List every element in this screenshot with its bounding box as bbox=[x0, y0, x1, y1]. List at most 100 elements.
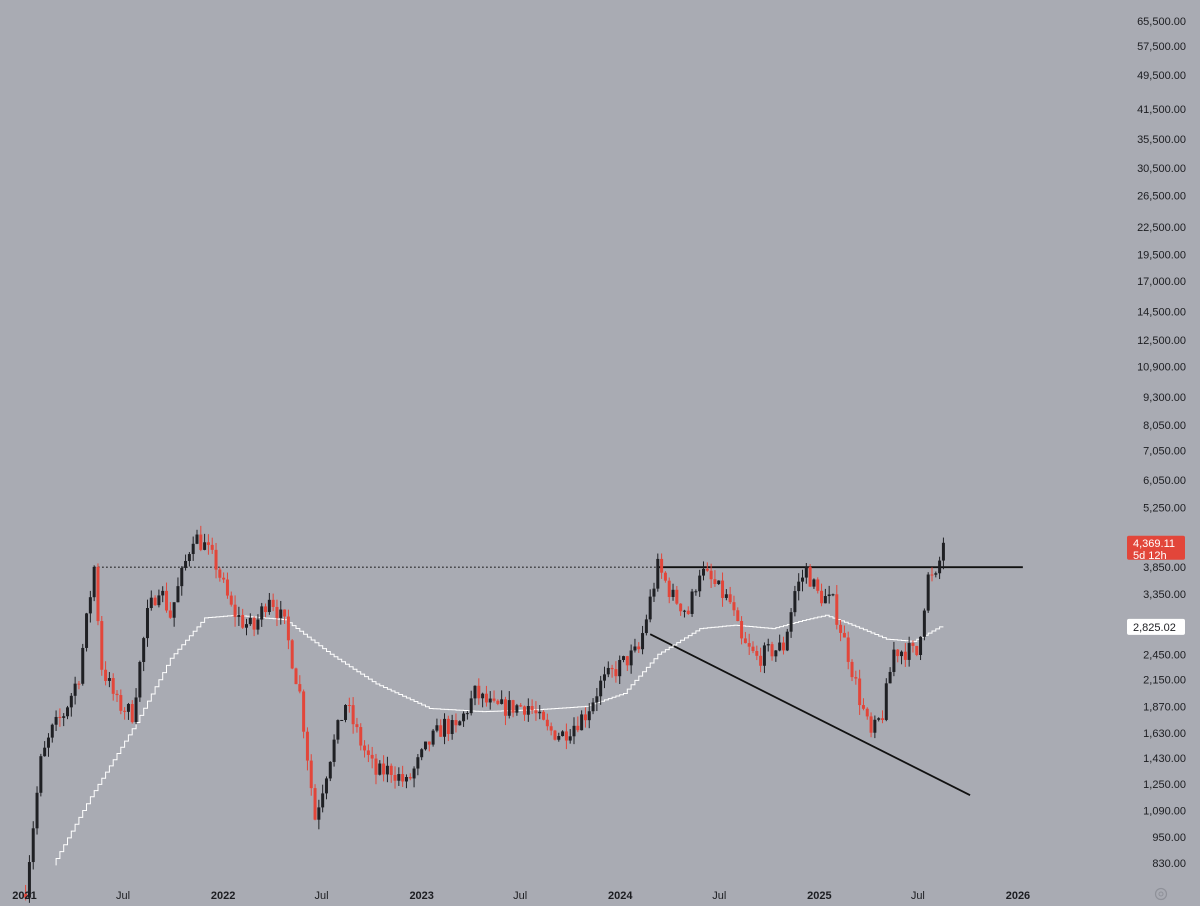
candles-layer bbox=[24, 525, 945, 903]
candle bbox=[27, 855, 31, 903]
candle bbox=[785, 628, 789, 652]
candle bbox=[564, 723, 568, 750]
candle bbox=[827, 585, 831, 604]
candle bbox=[77, 681, 81, 690]
candle bbox=[244, 618, 248, 636]
x-axis[interactable]: 2021 Jul 2022 Jul 2023 Jul 2024 Jul 2025 Jul 2026 bbox=[12, 890, 1030, 902]
y-tick-label: 8,050.00 bbox=[1143, 420, 1186, 432]
candle bbox=[793, 585, 797, 617]
candle bbox=[149, 590, 153, 611]
candle bbox=[138, 660, 142, 702]
candle bbox=[191, 536, 195, 561]
candle bbox=[408, 773, 412, 781]
candle bbox=[214, 542, 218, 579]
x-tick-label: 2025 bbox=[807, 890, 831, 902]
candle bbox=[172, 602, 176, 627]
candle bbox=[233, 595, 237, 627]
x-tick-label: Jul bbox=[712, 890, 726, 902]
candle bbox=[359, 723, 363, 751]
candle bbox=[515, 703, 519, 716]
candle bbox=[473, 685, 477, 706]
candle bbox=[663, 571, 667, 583]
candle bbox=[538, 705, 542, 720]
candle bbox=[73, 676, 77, 705]
candle bbox=[561, 730, 565, 737]
candle bbox=[431, 728, 435, 747]
candle bbox=[229, 591, 233, 607]
candle bbox=[583, 707, 587, 728]
candle bbox=[305, 727, 309, 771]
price-tag-value: 4,369.11 bbox=[1133, 538, 1175, 550]
candle bbox=[210, 537, 214, 554]
candle bbox=[88, 590, 92, 623]
candle bbox=[397, 767, 401, 786]
candle bbox=[69, 692, 73, 717]
y-tick-label: 2,150.00 bbox=[1143, 675, 1186, 687]
candle bbox=[279, 600, 283, 625]
y-tick-label: 6,050.00 bbox=[1143, 475, 1186, 487]
candle bbox=[625, 655, 629, 671]
candle bbox=[831, 593, 835, 597]
candle bbox=[762, 642, 766, 674]
y-axis[interactable]: 830.00 950.00 1,090.00 1,250.00 1,430.00 1,63… bbox=[1137, 16, 1186, 870]
candle bbox=[751, 641, 755, 654]
candle bbox=[610, 664, 614, 678]
ma-tag-value: 2,825.02 bbox=[1133, 622, 1176, 634]
candle bbox=[873, 715, 877, 739]
candle bbox=[206, 534, 210, 555]
candle bbox=[130, 700, 134, 724]
y-tick-label: 830.00 bbox=[1152, 858, 1186, 870]
candle bbox=[54, 710, 58, 732]
candle bbox=[557, 732, 561, 742]
y-tick-label: 1,630.00 bbox=[1143, 728, 1186, 740]
candle bbox=[313, 784, 317, 821]
y-tick-label: 19,500.00 bbox=[1137, 249, 1186, 261]
chart-settings-icon[interactable] bbox=[1154, 887, 1168, 901]
candle bbox=[462, 711, 466, 727]
candle bbox=[629, 644, 633, 674]
candle bbox=[465, 711, 469, 720]
candle bbox=[549, 722, 553, 736]
candle bbox=[736, 607, 740, 622]
candle bbox=[606, 661, 610, 678]
y-tick-label: 30,500.00 bbox=[1137, 163, 1186, 175]
candle bbox=[861, 698, 865, 711]
candle bbox=[820, 583, 824, 607]
candle bbox=[100, 616, 104, 676]
candle bbox=[62, 713, 66, 727]
candle bbox=[382, 755, 386, 782]
candle bbox=[302, 689, 306, 739]
candle bbox=[195, 529, 199, 545]
candle bbox=[694, 589, 698, 596]
candle bbox=[713, 570, 717, 587]
candle bbox=[915, 645, 919, 657]
candle bbox=[804, 563, 808, 584]
candle bbox=[96, 563, 100, 626]
y-tick-label: 1,430.00 bbox=[1143, 753, 1186, 765]
candle bbox=[846, 631, 850, 670]
candle bbox=[81, 643, 85, 686]
candle bbox=[907, 636, 911, 667]
candle bbox=[839, 619, 843, 642]
candle bbox=[363, 740, 367, 758]
candle bbox=[443, 713, 447, 745]
candle bbox=[919, 636, 923, 661]
candle bbox=[126, 702, 130, 720]
candle bbox=[701, 561, 705, 581]
candle bbox=[119, 689, 123, 715]
candle bbox=[31, 821, 35, 870]
y-tick-label: 35,500.00 bbox=[1137, 134, 1186, 146]
candle bbox=[290, 638, 294, 670]
candle bbox=[420, 748, 424, 761]
candle bbox=[267, 592, 271, 615]
candle bbox=[199, 525, 203, 552]
x-tick-label: 2022 bbox=[211, 890, 235, 902]
x-tick-label: 2023 bbox=[409, 890, 433, 902]
candle bbox=[884, 678, 888, 722]
candle bbox=[724, 589, 728, 601]
y-tick-label: 22,500.00 bbox=[1137, 222, 1186, 234]
candle bbox=[770, 641, 774, 661]
candle bbox=[264, 603, 268, 618]
price-tag-box bbox=[1127, 535, 1185, 560]
